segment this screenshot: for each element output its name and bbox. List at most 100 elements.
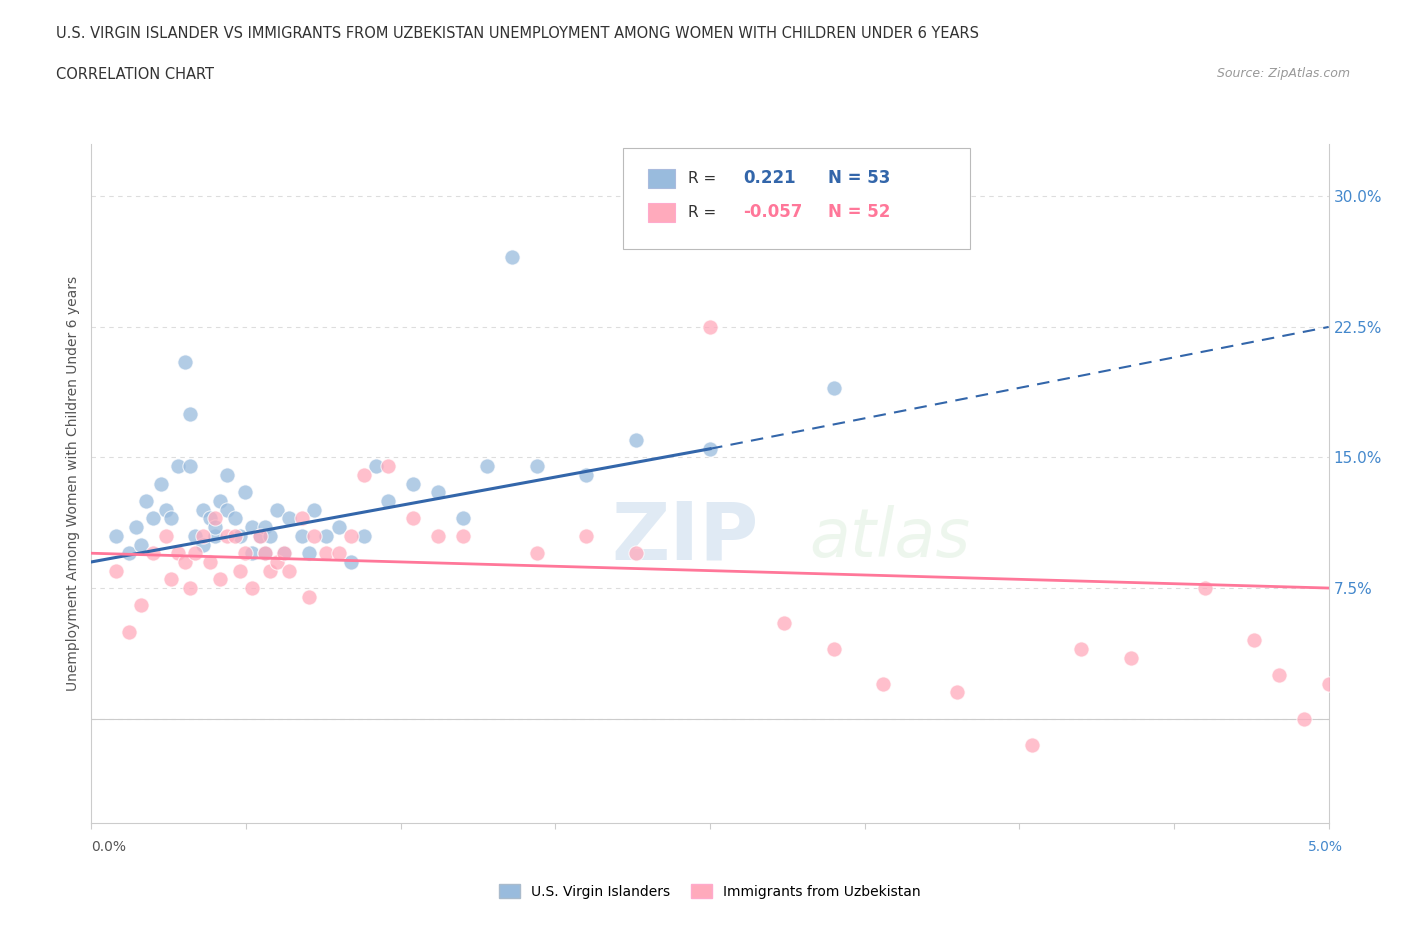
Point [259, 528, 281, 543]
Point [699, 320, 721, 335]
Point [823, 642, 845, 657]
Point [364, 458, 387, 473]
Point [167, 458, 190, 473]
Point [167, 546, 190, 561]
Point [1119, 650, 1142, 665]
Point [179, 406, 201, 421]
Point [302, 528, 325, 543]
Point [217, 502, 239, 517]
Point [946, 685, 969, 700]
FancyBboxPatch shape [648, 168, 675, 188]
FancyBboxPatch shape [623, 148, 970, 249]
Point [340, 528, 363, 543]
Point [105, 528, 128, 543]
Point [159, 511, 181, 525]
Point [575, 468, 598, 483]
Text: CORRELATION CHART: CORRELATION CHART [56, 67, 214, 82]
Point [526, 458, 548, 473]
Point [117, 546, 139, 561]
Point [174, 554, 197, 569]
Point [117, 624, 139, 639]
Point [699, 442, 721, 457]
Point [353, 468, 375, 483]
Point [377, 494, 399, 509]
Point [624, 432, 647, 447]
Point [315, 528, 337, 543]
Point [204, 528, 226, 543]
Point [159, 572, 181, 587]
Point [1194, 580, 1216, 595]
Point [240, 580, 263, 595]
Point [179, 580, 201, 595]
Point [233, 546, 256, 561]
Point [298, 546, 321, 561]
Point [240, 520, 263, 535]
Point [426, 528, 449, 543]
Text: ZIP: ZIP [612, 498, 758, 577]
Point [129, 598, 152, 613]
Legend: U.S. Virgin Islanders, Immigrants from Uzbekistan: U.S. Virgin Islanders, Immigrants from U… [494, 879, 927, 904]
Point [426, 485, 449, 499]
Point [315, 546, 337, 561]
Point [278, 564, 301, 578]
Point [451, 511, 474, 525]
Point [204, 511, 226, 525]
Point [191, 502, 214, 517]
Text: -0.057: -0.057 [744, 203, 803, 221]
Point [377, 458, 399, 473]
Text: 0.0%: 0.0% [91, 840, 127, 854]
Text: 5.0%: 5.0% [1308, 840, 1343, 854]
Point [328, 546, 350, 561]
Point [217, 468, 239, 483]
FancyBboxPatch shape [648, 203, 675, 221]
Point [142, 546, 165, 561]
Text: 0.221: 0.221 [744, 169, 796, 187]
Point [259, 564, 281, 578]
Point [266, 554, 288, 569]
Point [402, 476, 425, 491]
Y-axis label: Unemployment Among Women with Children Under 6 years: Unemployment Among Women with Children U… [66, 276, 80, 691]
Point [240, 546, 263, 561]
Point [198, 554, 221, 569]
Text: N = 52: N = 52 [828, 203, 890, 221]
Text: N = 53: N = 53 [828, 169, 890, 187]
Point [773, 616, 796, 631]
Point [198, 511, 221, 525]
Point [135, 494, 157, 509]
Point [291, 511, 314, 525]
Point [184, 546, 207, 561]
Text: atlas: atlas [808, 505, 970, 571]
Point [291, 528, 314, 543]
Point [149, 476, 172, 491]
Point [191, 538, 214, 552]
Text: R =: R = [688, 170, 716, 186]
Point [249, 528, 271, 543]
Point [402, 511, 425, 525]
Point [1021, 737, 1043, 752]
Point [273, 546, 295, 561]
Point [217, 528, 239, 543]
Point [302, 502, 325, 517]
Point [278, 511, 301, 525]
Point [155, 528, 177, 543]
Point [224, 528, 246, 543]
Point [477, 458, 499, 473]
Text: Source: ZipAtlas.com: Source: ZipAtlas.com [1216, 67, 1350, 80]
Point [266, 502, 288, 517]
Point [451, 528, 474, 543]
Point [229, 564, 252, 578]
Text: R =: R = [688, 205, 716, 219]
Point [501, 250, 523, 265]
Point [1292, 711, 1315, 726]
Point [340, 554, 363, 569]
Point [125, 520, 148, 535]
Point [872, 676, 894, 691]
Point [142, 511, 165, 525]
Text: U.S. VIRGIN ISLANDER VS IMMIGRANTS FROM UZBEKISTAN UNEMPLOYMENT AMONG WOMEN WITH: U.S. VIRGIN ISLANDER VS IMMIGRANTS FROM … [56, 26, 979, 41]
Point [155, 502, 177, 517]
Point [204, 520, 226, 535]
Point [823, 380, 845, 395]
Point [526, 546, 548, 561]
Point [209, 572, 232, 587]
Point [179, 458, 201, 473]
